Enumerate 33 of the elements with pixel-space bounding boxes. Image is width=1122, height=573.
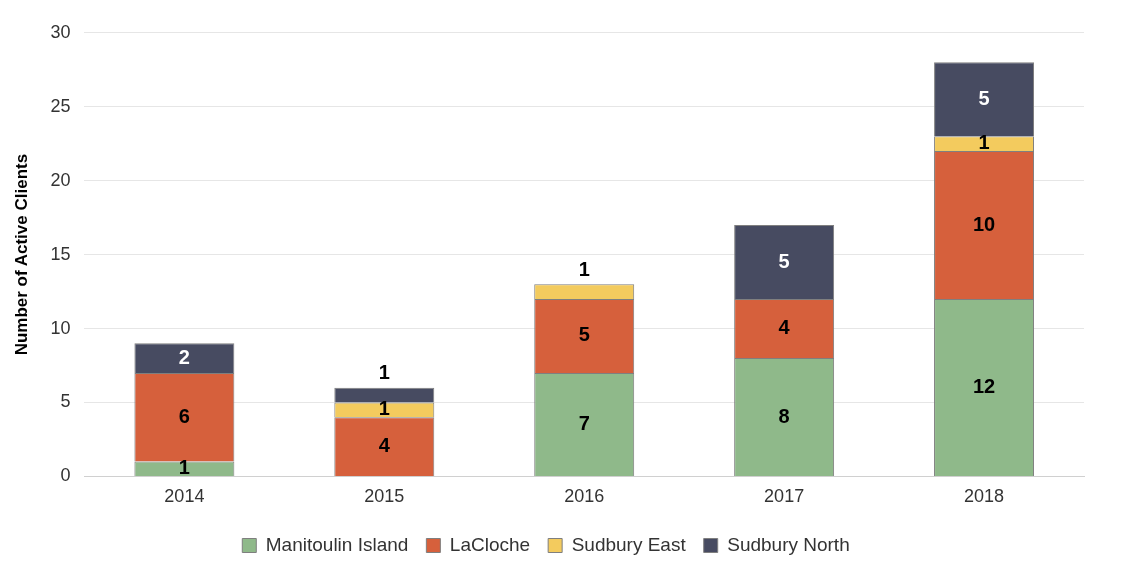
- y-tick-label: 20: [50, 169, 71, 190]
- y-tick-label: 15: [50, 243, 71, 264]
- data-label: 6: [178, 404, 190, 427]
- data-label: 2: [178, 345, 190, 368]
- data-label: 4: [778, 316, 791, 339]
- data-label: 4: [378, 434, 391, 457]
- y-axis-title: Number of Active Clients: [11, 153, 31, 356]
- data-label: 8: [778, 404, 790, 427]
- data-label: 5: [578, 323, 590, 346]
- x-tick-label: 2018: [964, 486, 1005, 507]
- data-label: 1: [978, 131, 990, 154]
- data-label: 5: [778, 249, 790, 272]
- x-tick-label: 2016: [564, 486, 605, 507]
- x-tick-label: 2015: [364, 486, 405, 507]
- data-label: 1: [378, 397, 390, 420]
- y-tick-label: 30: [50, 21, 71, 42]
- legend-label: Manitoulin Island: [265, 533, 409, 555]
- data-label: 1: [578, 257, 590, 280]
- data-label: 1: [378, 361, 390, 384]
- data-label: 10: [972, 212, 996, 235]
- legend-label: Sudbury East: [571, 533, 687, 555]
- data-label: 7: [578, 411, 590, 434]
- y-tick-label: 10: [50, 317, 71, 338]
- y-tick-label: 25: [50, 95, 71, 116]
- x-tick-label: 2017: [764, 486, 805, 507]
- y-tick-label: 5: [60, 391, 71, 412]
- data-label: 1: [178, 456, 190, 479]
- x-tick-label: 2014: [164, 486, 205, 507]
- legend-label: LaCloche: [449, 533, 531, 555]
- legend-label: Sudbury North: [727, 533, 850, 555]
- y-tick-label: 0: [60, 465, 71, 486]
- data-label: 5: [978, 86, 990, 109]
- data-label: 12: [972, 374, 996, 397]
